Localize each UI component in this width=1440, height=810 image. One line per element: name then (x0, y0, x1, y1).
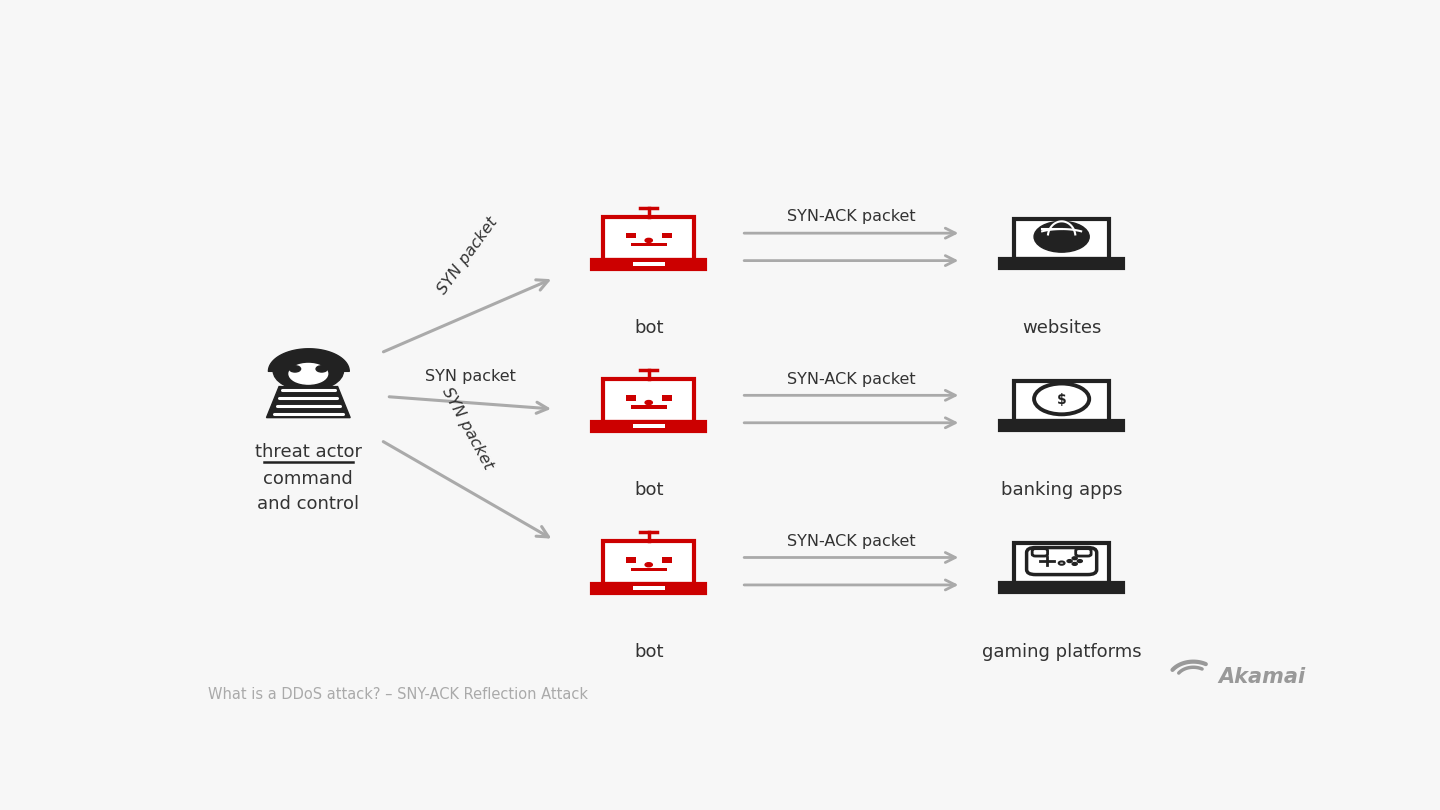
FancyBboxPatch shape (1015, 381, 1109, 421)
FancyBboxPatch shape (625, 394, 635, 400)
FancyBboxPatch shape (592, 584, 706, 593)
Text: SYN-ACK packet: SYN-ACK packet (788, 534, 916, 548)
Circle shape (1077, 560, 1083, 562)
Circle shape (315, 366, 327, 372)
FancyBboxPatch shape (1001, 583, 1123, 592)
FancyBboxPatch shape (603, 379, 694, 422)
Circle shape (645, 400, 652, 404)
Circle shape (1034, 221, 1089, 252)
Circle shape (1067, 560, 1073, 562)
FancyBboxPatch shape (625, 557, 635, 563)
FancyBboxPatch shape (631, 243, 667, 246)
FancyBboxPatch shape (662, 557, 672, 563)
Text: bot: bot (634, 318, 664, 337)
Text: banking apps: banking apps (1001, 481, 1122, 499)
Text: command: command (264, 470, 353, 488)
FancyBboxPatch shape (1001, 421, 1123, 430)
FancyBboxPatch shape (603, 541, 694, 584)
FancyBboxPatch shape (632, 424, 665, 428)
Circle shape (1073, 562, 1077, 565)
FancyBboxPatch shape (662, 232, 672, 238)
Text: gaming platforms: gaming platforms (982, 643, 1142, 661)
Text: threat actor: threat actor (255, 443, 361, 462)
Text: SYN packet: SYN packet (435, 215, 500, 296)
FancyBboxPatch shape (1076, 548, 1092, 556)
FancyBboxPatch shape (625, 232, 635, 238)
Text: What is a DDoS attack? – SNY-ACK Reflection Attack: What is a DDoS attack? – SNY-ACK Reflect… (207, 687, 588, 702)
Ellipse shape (289, 364, 328, 384)
Text: SYN-ACK packet: SYN-ACK packet (788, 210, 916, 224)
Polygon shape (266, 386, 350, 418)
Text: bot: bot (634, 481, 664, 499)
FancyBboxPatch shape (603, 217, 694, 260)
Circle shape (645, 563, 652, 567)
Text: and control: and control (258, 495, 360, 513)
FancyBboxPatch shape (1001, 259, 1123, 268)
Circle shape (289, 366, 301, 372)
Circle shape (645, 238, 652, 242)
FancyBboxPatch shape (632, 262, 665, 266)
Text: Akamai: Akamai (1218, 667, 1305, 687)
Text: $: $ (1057, 393, 1067, 407)
Text: bot: bot (634, 643, 664, 661)
FancyBboxPatch shape (1015, 219, 1109, 259)
FancyBboxPatch shape (631, 568, 667, 571)
FancyBboxPatch shape (662, 394, 672, 400)
FancyBboxPatch shape (631, 405, 667, 408)
FancyBboxPatch shape (1027, 548, 1097, 574)
Text: SYN packet: SYN packet (425, 369, 516, 384)
Text: SYN-ACK packet: SYN-ACK packet (788, 372, 916, 386)
Text: SYN packet: SYN packet (439, 384, 495, 471)
Circle shape (274, 352, 344, 390)
FancyBboxPatch shape (632, 586, 665, 590)
FancyBboxPatch shape (1015, 543, 1109, 583)
FancyBboxPatch shape (592, 260, 706, 269)
Circle shape (1073, 556, 1077, 560)
FancyBboxPatch shape (592, 422, 706, 431)
FancyBboxPatch shape (1032, 548, 1047, 556)
Text: websites: websites (1022, 318, 1102, 337)
